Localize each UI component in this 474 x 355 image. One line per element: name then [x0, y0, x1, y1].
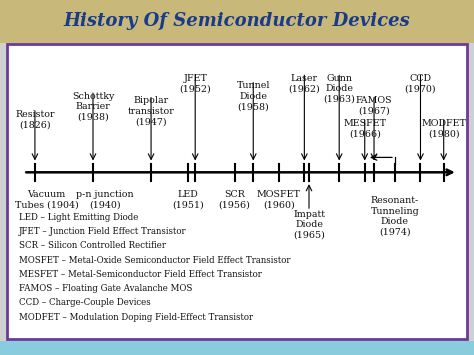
Text: MODFET
(1980): MODFET (1980): [421, 119, 466, 138]
Text: Schottky
Barrier
(1938): Schottky Barrier (1938): [72, 92, 114, 122]
Text: MOSFET – Metal-Oxide Semiconductor Field Effect Transistor: MOSFET – Metal-Oxide Semiconductor Field…: [18, 256, 290, 264]
Text: Vacuum
Tubes (1904): Vacuum Tubes (1904): [15, 190, 78, 209]
Text: Resonant-
Tunneling
Diode
(1974): Resonant- Tunneling Diode (1974): [371, 196, 419, 236]
Text: Bipolar
transistor
(1947): Bipolar transistor (1947): [128, 96, 174, 126]
Text: CCD
(1970): CCD (1970): [405, 74, 436, 93]
Text: MODFET – Modulation Doping Field-Effect Transistor: MODFET – Modulation Doping Field-Effect …: [18, 313, 253, 322]
Text: LED – Light Emitting Diode: LED – Light Emitting Diode: [18, 213, 138, 222]
Text: SCR – Silicon Controlled Rectifier: SCR – Silicon Controlled Rectifier: [18, 241, 166, 250]
Text: Resistor
(1826): Resistor (1826): [15, 110, 55, 129]
Text: CCD – Charge-Couple Devices: CCD – Charge-Couple Devices: [18, 299, 150, 307]
Text: Impatt
Diode
(1965): Impatt Diode (1965): [293, 209, 325, 239]
Text: MESFET
(1966): MESFET (1966): [343, 119, 386, 138]
Text: History Of Semiconductor Devices: History Of Semiconductor Devices: [64, 12, 410, 30]
Text: MOSFET
(1960): MOSFET (1960): [257, 190, 301, 209]
Text: Laser
(1962): Laser (1962): [289, 74, 320, 93]
Text: FAMOS – Floating Gate Avalanche MOS: FAMOS – Floating Gate Avalanche MOS: [18, 284, 192, 293]
Text: Tunnel
Diode
(1958): Tunnel Diode (1958): [237, 81, 270, 111]
Text: Gunn
Diode
(1963): Gunn Diode (1963): [323, 74, 355, 104]
Text: p-n junction
(1940): p-n junction (1940): [76, 190, 133, 209]
Text: SCR
(1956): SCR (1956): [219, 190, 251, 209]
Text: JFET – Junction Field Effect Transistor: JFET – Junction Field Effect Transistor: [18, 227, 186, 236]
FancyBboxPatch shape: [7, 44, 467, 339]
Text: FAMOS
(1967): FAMOS (1967): [356, 96, 392, 116]
Text: MESFET – Metal-Semiconductor Field Effect Transistor: MESFET – Metal-Semiconductor Field Effec…: [18, 270, 262, 279]
Text: JFET
(1952): JFET (1952): [179, 74, 211, 93]
Text: LED
(1951): LED (1951): [173, 190, 204, 209]
